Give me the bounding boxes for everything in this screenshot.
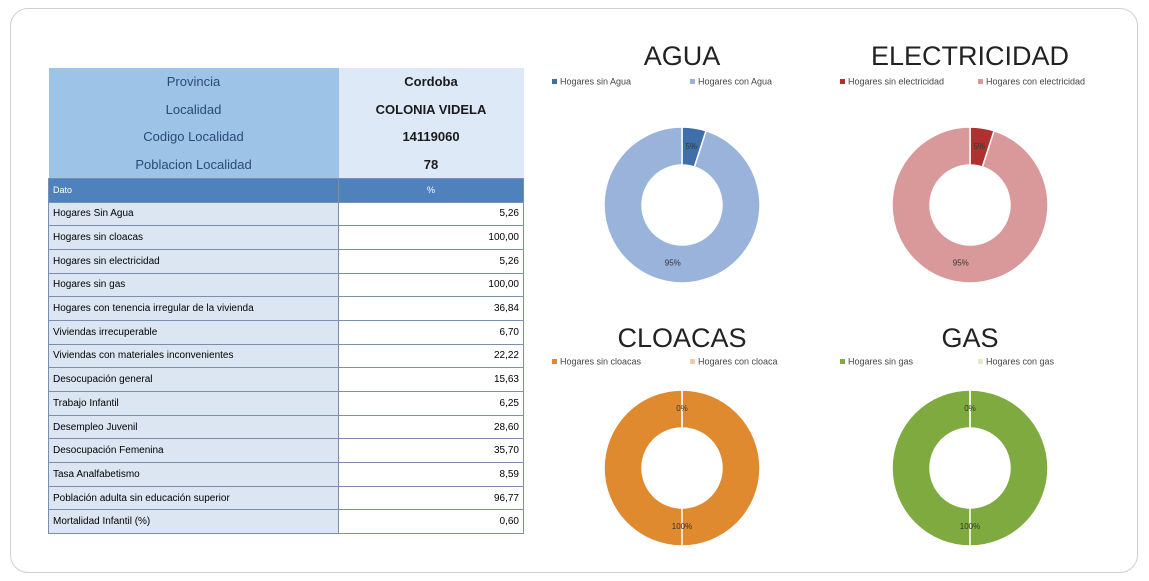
info-row: Localidad COLONIA VIDELA [48,95,524,123]
info-cell: 14119060 [338,123,524,151]
table-cell: 6,70 [338,319,524,345]
table-cell: 8,59 [338,462,524,487]
table-cell: 35,70 [338,438,524,464]
table-cell: Viviendas irrecuperable [48,319,339,345]
table-cell: Población adulta sin educación superior [48,485,339,511]
table-cell: Hogares Sin Agua [48,201,339,227]
slice-label: 95% [665,258,681,267]
legend-label: Hogares con cloaca [698,356,778,366]
info-row: Provincia Cordoba [48,68,524,96]
info-cell: COLONIA VIDELA [338,95,524,123]
frame [10,8,1138,573]
table-row: Hogares Sin Agua 5,26 [48,201,524,227]
header-cell: % [338,177,524,203]
table-cell: 100,00 [338,272,524,298]
info-cell: Cordoba [338,68,524,96]
table-cell: 6,25 [338,391,524,416]
chart-title: CLOACAS [617,323,746,353]
table-row: Mortalidad Infantil (%) 0,60 [48,509,524,535]
table-row: Hogares con tenencia irregular de la viv… [48,296,524,321]
table-cell: Desocupación general [48,367,339,392]
header-row: Dato% [48,177,524,203]
legend-label: Hogares con gas [986,356,1055,366]
table-cell: Hogares sin electricidad [48,248,339,274]
info-cell: Provincia [48,68,339,96]
legend-swatch [840,359,845,364]
info-row: Poblacion Localidad 78 [48,150,524,178]
slice-label: 0% [676,404,688,413]
info-cell: Poblacion Localidad [48,150,339,178]
legend-swatch [978,359,983,364]
legend-swatch [978,79,983,84]
table-cell: 0,60 [338,509,524,535]
slice-label: 0% [964,404,976,413]
legend-label: Hogares sin Agua [560,76,631,86]
table-row: Hogares sin gas 100,00 [48,272,524,298]
info-cell: Localidad [48,95,339,123]
header-cell: Dato [48,177,339,203]
table-row: Trabajo Infantil 6,25 [48,391,524,416]
donut-slice [603,126,761,284]
table-cell: Desocupación Femenina [48,438,339,464]
info-cell: 78 [338,150,524,178]
table-row: Desocupación general 15,63 [48,367,524,392]
table-row: Hogares sin cloacas 100,00 [48,225,524,250]
chart-title: GAS [941,323,998,353]
slice-label: 5% [973,142,985,151]
table-cell: 28,60 [338,414,524,440]
info-row: Codigo Localidad 14119060 [48,123,524,151]
table-row: Viviendas con materiales inconvenientes 2… [48,343,524,369]
table-cell: Desempleo Juvenil [48,414,339,440]
slice-label: 5% [685,142,697,151]
table-cell: 96,77 [338,485,524,511]
chart-title: AGUA [644,41,721,71]
legend-label: Hogares sin cloacas [560,356,642,366]
table-cell: 5,26 [338,248,524,274]
data-table: Provincia Cordoba Localidad COLONIA VIDELA C… [48,68,524,535]
table-cell: Trabajo Infantil [48,391,339,416]
info-cell: Codigo Localidad [48,123,339,151]
table-cell: Tasa Analfabetismo [48,462,339,487]
table-cell: 22,22 [338,343,524,369]
table-row: Desempleo Juvenil 28,60 [48,414,524,440]
table-cell: Mortalidad Infantil (%) [48,509,339,535]
table-cell: Hogares sin cloacas [48,225,339,250]
donut-slice [891,389,1049,547]
table-cell: 15,63 [338,367,524,392]
table-row: Desocupación Femenina 35,70 [48,438,524,464]
legend-swatch [552,79,557,84]
table-cell: Viviendas con materiales inconvenientes [48,343,339,369]
slice-label: 95% [953,258,969,267]
table-row: Población adulta sin educación superior 9… [48,485,524,511]
legend-swatch [552,359,557,364]
donut-slice [603,389,761,547]
slice-label: 100% [672,522,692,531]
legend-swatch [840,79,845,84]
legend-label: Hogares sin electricidad [848,76,944,86]
table-row: Hogares sin electricidad 5,26 [48,248,524,274]
table-cell: 36,84 [338,296,524,321]
table-row: Tasa Analfabetismo 8,59 [48,462,524,487]
table-cell: Hogares con tenencia irregular de la viv… [48,296,339,321]
legend-label: Hogares con electricidad [986,76,1085,86]
slice-label: 100% [960,522,980,531]
legend-label: Hogares sin gas [848,356,914,366]
legend-swatch [690,79,695,84]
legend-swatch [690,359,695,364]
chart-title: ELECTRICIDAD [871,41,1069,71]
legend-label: Hogares con Agua [698,76,772,86]
table-cell: Hogares sin gas [48,272,339,298]
table-row: Viviendas irrecuperable 6,70 [48,319,524,345]
donut-slice [891,126,1049,284]
